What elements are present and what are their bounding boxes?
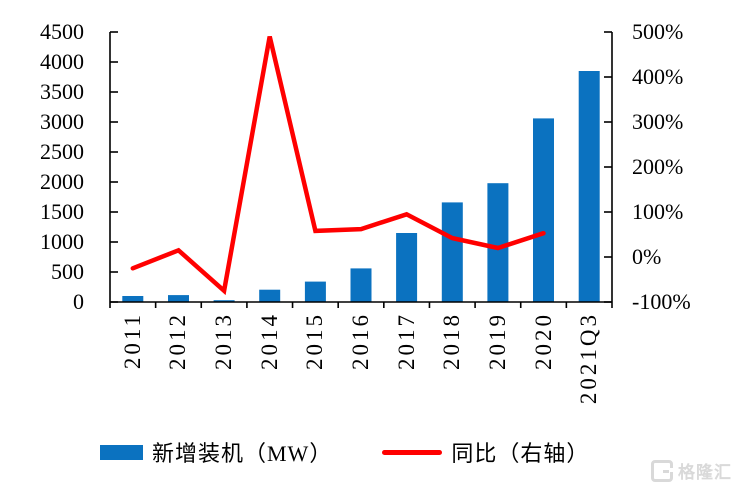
- y-left-tick-label: 3000: [40, 109, 84, 134]
- x-tick-label: 2019: [484, 312, 510, 370]
- x-tick-label: 2012: [165, 312, 191, 370]
- legend-bar-swatch: [100, 444, 143, 460]
- bar-2021Q3: [578, 71, 600, 302]
- y-left-tick-label: 1000: [40, 229, 84, 254]
- yoy-line: [130, 35, 546, 296]
- x-tick-label: 2014: [256, 312, 282, 370]
- x-tick-label: 2018: [439, 312, 465, 370]
- bar-2016: [350, 268, 372, 302]
- bar-2012: [168, 295, 189, 302]
- y-right-tick-label: 400%: [632, 64, 684, 89]
- legend: 新增装机（MW） 同比（右轴）: [100, 436, 589, 468]
- bar-2018: [441, 202, 463, 302]
- y-right-tick-label: 0%: [632, 244, 662, 269]
- legend-line-swatch: [382, 449, 443, 455]
- y-right-tick-label: 500%: [632, 19, 684, 44]
- y-left-tick-label: 1500: [40, 199, 84, 224]
- legend-line-label: 同比（右轴）: [451, 441, 590, 466]
- y-left-tick-label: 2000: [40, 169, 84, 194]
- x-tick-label: 2021Q3: [576, 312, 602, 405]
- y-left-tick-label: 2500: [40, 139, 84, 164]
- x-tick-label: 2017: [393, 312, 419, 370]
- x-tick-label: 2020: [530, 312, 556, 370]
- y-right-tick-label: 300%: [632, 109, 684, 134]
- legend-bar-label: 新增装机（MW）: [152, 441, 333, 466]
- y-right-tick-label: 100%: [632, 199, 684, 224]
- bar-2020: [533, 118, 554, 303]
- y-left-tick-label: 4000: [40, 49, 84, 74]
- bar-2014: [259, 289, 281, 302]
- bar-2017: [396, 233, 418, 302]
- bar-2019: [487, 183, 509, 302]
- bar-2015: [304, 281, 326, 302]
- watermark-text: 格隆汇: [678, 463, 732, 482]
- x-tick-label: 2015: [302, 312, 328, 370]
- y-right-tick-label: -100%: [632, 289, 691, 314]
- y-left-tick-label: 3500: [40, 79, 84, 104]
- y-left-tick-label: 4500: [40, 19, 84, 44]
- y-left-tick-label: 0: [73, 289, 84, 314]
- x-tick-label: 2016: [348, 312, 373, 370]
- bar-2011: [122, 296, 144, 302]
- gelonghui-watermark: 格隆汇: [651, 458, 732, 483]
- bar-2013: [213, 300, 235, 302]
- y-right-tick-label: 200%: [632, 154, 684, 179]
- gelonghui-logo-icon: [651, 459, 674, 482]
- y-left-tick-label: 500: [51, 259, 84, 284]
- x-tick-label: 2011: [119, 312, 145, 370]
- x-tick-label: 2013: [211, 312, 237, 370]
